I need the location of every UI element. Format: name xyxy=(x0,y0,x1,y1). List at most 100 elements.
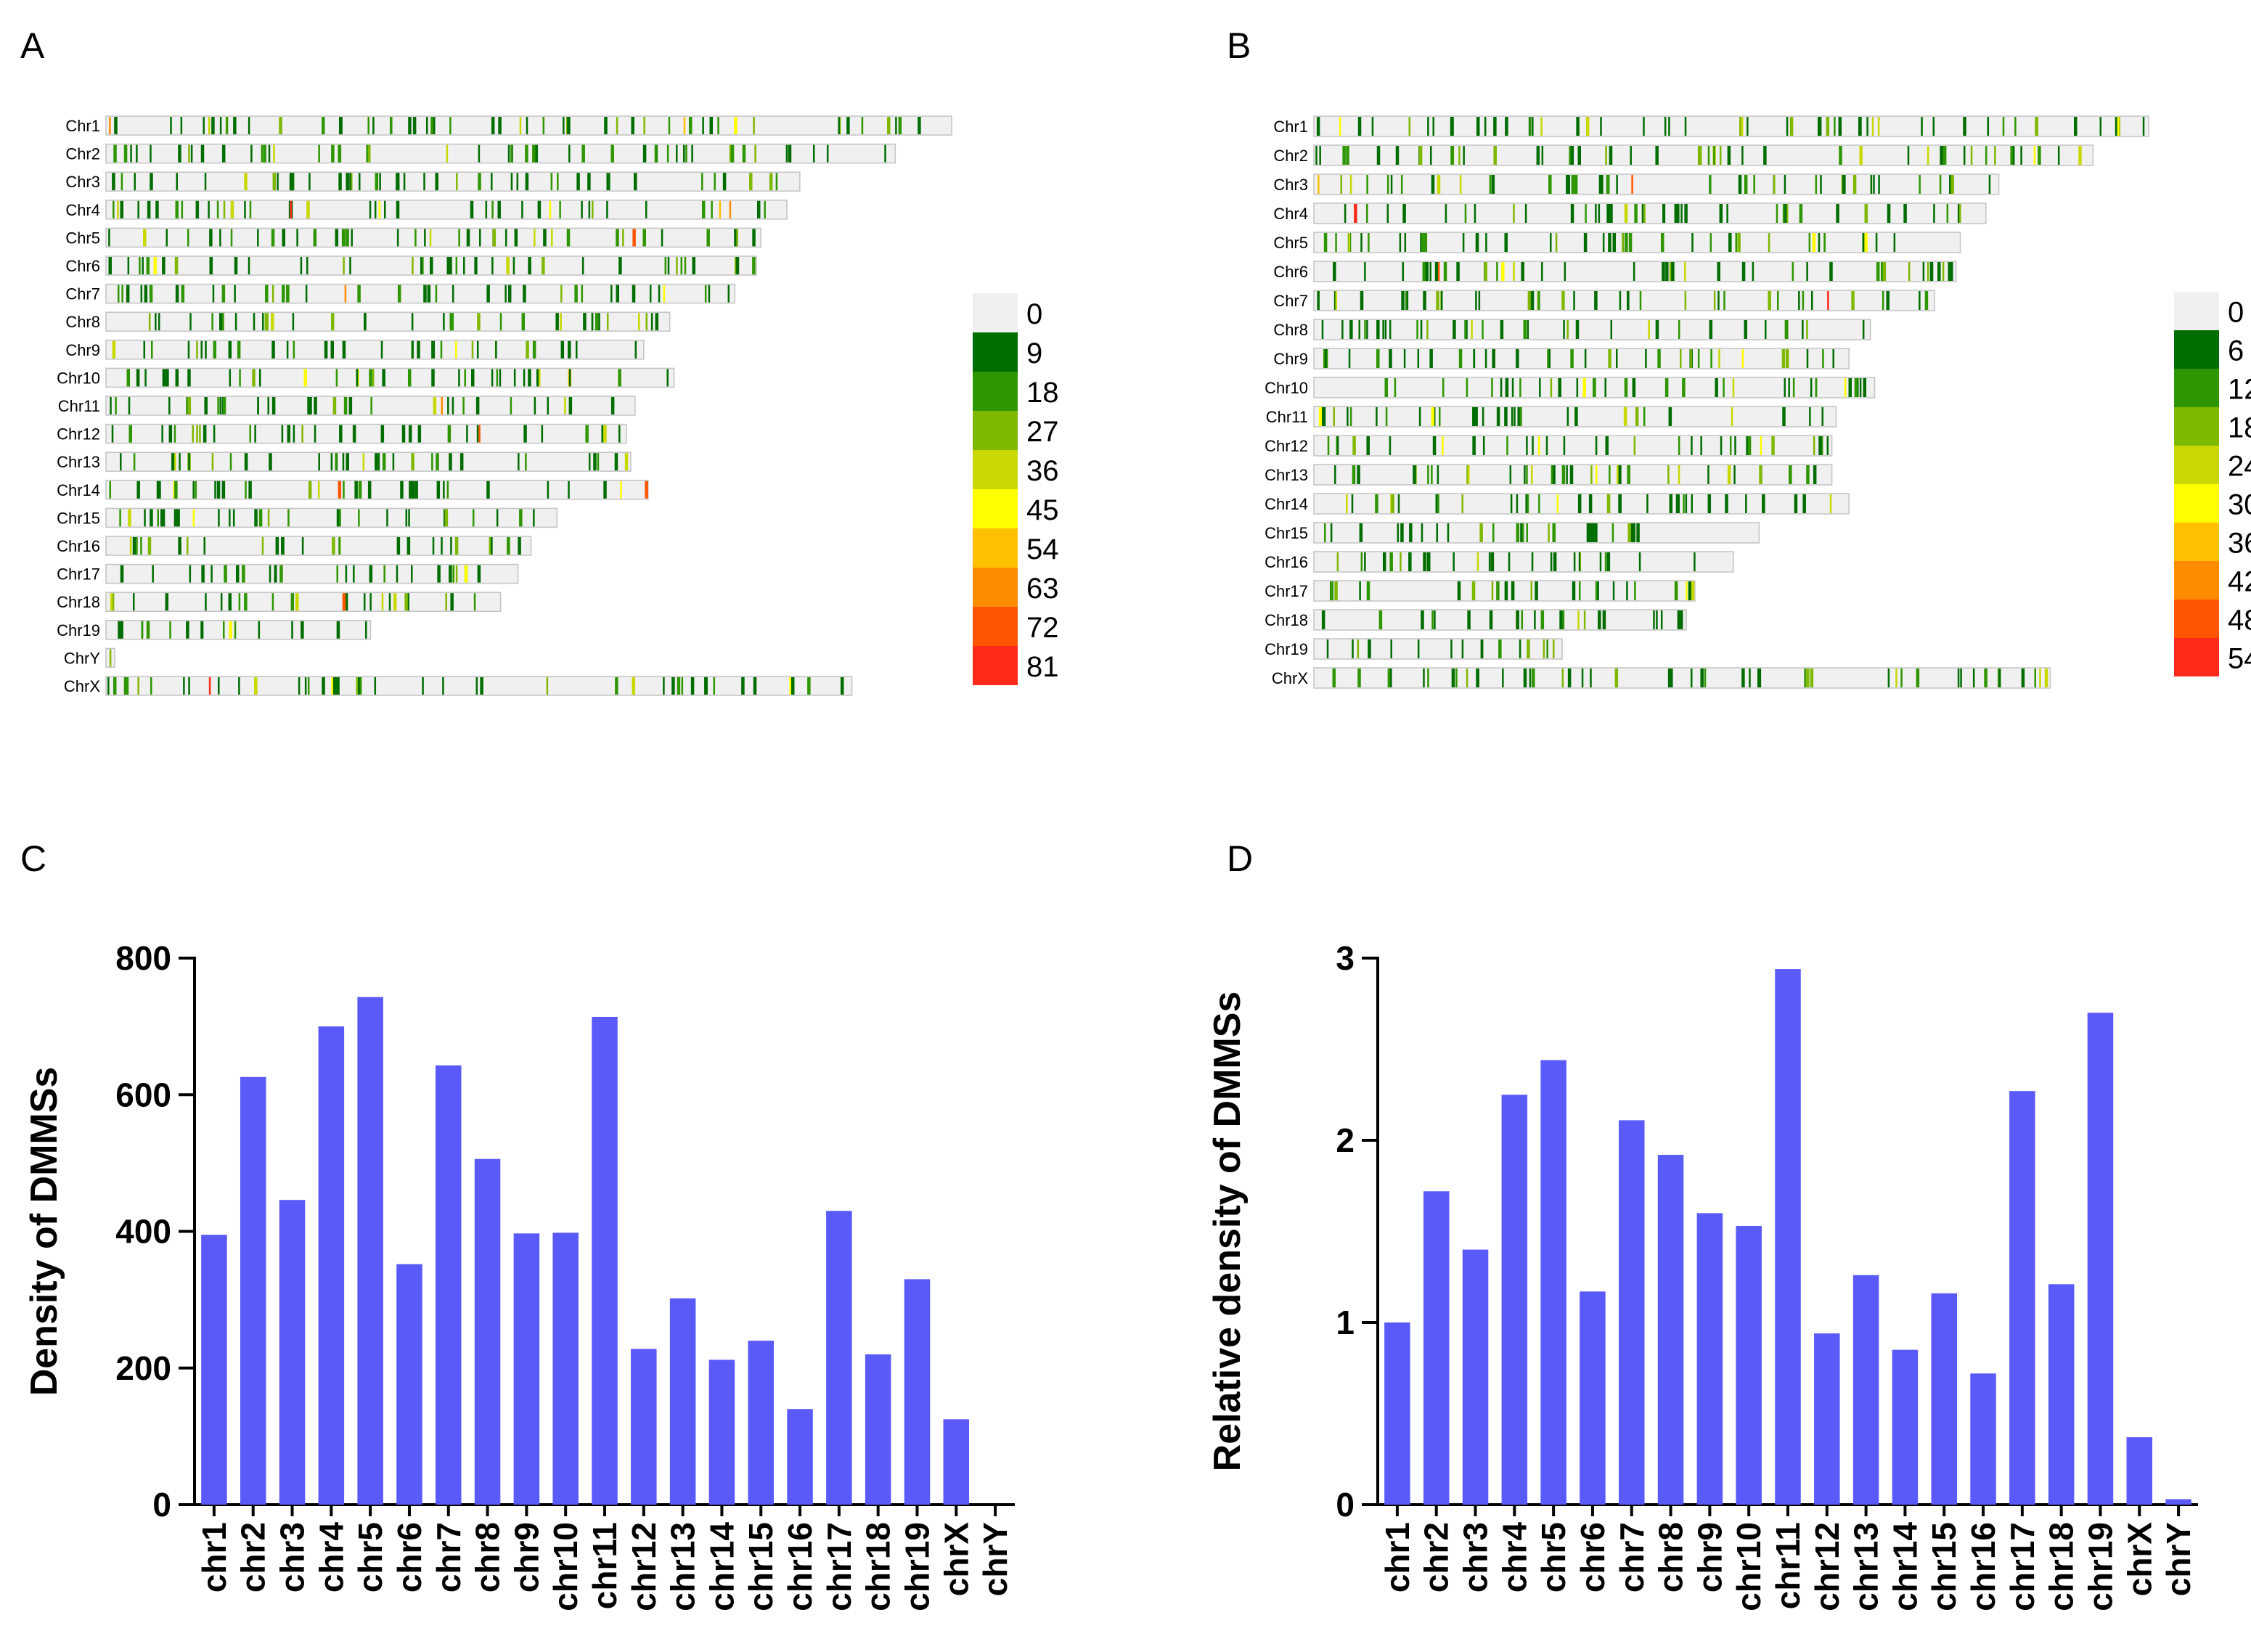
density-mark xyxy=(568,481,570,499)
density-mark xyxy=(1342,146,1346,165)
density-mark xyxy=(120,200,124,218)
density-mark xyxy=(264,313,267,331)
density-mark xyxy=(339,144,342,163)
density-mark xyxy=(150,509,153,527)
legend-label: 36 xyxy=(1026,455,1059,487)
density-mark xyxy=(2142,117,2145,136)
chromosome-bar xyxy=(1313,580,1696,602)
density-mark xyxy=(449,257,452,274)
density-mark xyxy=(158,481,161,499)
density-mark xyxy=(1728,233,1732,252)
legend-label: 0 xyxy=(2228,297,2244,329)
density-mark xyxy=(245,481,247,499)
density-mark xyxy=(1325,349,1328,368)
density-mark xyxy=(188,677,190,695)
density-mark xyxy=(790,677,795,695)
density-mark xyxy=(507,144,510,163)
chromosome-bar xyxy=(105,200,788,220)
density-mark xyxy=(1569,146,1571,165)
density-mark xyxy=(239,369,241,387)
density-mark xyxy=(1717,291,1720,310)
density-mark xyxy=(1870,175,1873,194)
density-mark xyxy=(1468,610,1470,629)
density-mark xyxy=(642,144,647,163)
density-mark xyxy=(450,537,452,555)
density-mark xyxy=(209,257,213,274)
density-mark xyxy=(143,340,146,359)
density-mark xyxy=(345,565,348,583)
density-mark xyxy=(1336,552,1339,571)
legend-swatch xyxy=(2174,484,2219,523)
y-tick-label: 1 xyxy=(1336,1304,1355,1341)
density-mark xyxy=(447,397,449,414)
density-mark xyxy=(150,677,152,695)
density-mark xyxy=(478,173,481,191)
density-mark xyxy=(1608,349,1611,368)
density-mark xyxy=(1788,378,1790,397)
density-mark xyxy=(219,397,221,414)
density-mark xyxy=(459,453,464,471)
density-mark xyxy=(109,481,112,499)
density-mark xyxy=(1924,291,1929,310)
density-mark xyxy=(218,677,220,695)
density-mark xyxy=(1749,668,1751,687)
density-mark xyxy=(1453,552,1455,571)
density-mark xyxy=(1384,320,1387,339)
density-mark xyxy=(1447,523,1450,542)
density-mark xyxy=(1574,175,1578,194)
chromosome-bar xyxy=(1313,435,1833,457)
density-mark xyxy=(543,229,547,247)
density-mark xyxy=(248,481,252,499)
density-mark xyxy=(1616,175,1618,194)
density-mark xyxy=(1399,233,1402,252)
density-mark xyxy=(187,537,189,555)
density-mark xyxy=(666,369,669,387)
density-mark xyxy=(123,144,128,163)
density-mark xyxy=(606,313,609,331)
density-mark xyxy=(1339,117,1341,136)
density-mark xyxy=(1455,668,1458,687)
density-mark xyxy=(704,285,707,303)
density-mark xyxy=(1631,175,1633,194)
density-mark xyxy=(664,257,667,274)
density-mark xyxy=(1862,320,1865,339)
density-mark xyxy=(1493,146,1497,165)
x-tick-label: chrY xyxy=(2160,1522,2197,1596)
density-mark xyxy=(254,509,258,527)
density-mark xyxy=(1903,204,1907,223)
density-mark xyxy=(1949,175,1951,194)
density-mark xyxy=(1500,320,1504,339)
density-mark xyxy=(1420,320,1423,339)
density-mark xyxy=(113,677,117,695)
density-mark xyxy=(249,200,252,218)
density-mark xyxy=(1394,378,1397,397)
x-tick-label: chr10 xyxy=(1730,1522,1768,1611)
x-tick-label: chr6 xyxy=(391,1522,428,1592)
density-mark xyxy=(606,173,608,191)
density-mark xyxy=(692,257,696,274)
density-mark xyxy=(560,313,562,331)
density-mark xyxy=(248,117,250,134)
density-mark xyxy=(1680,349,1682,368)
x-tick-label: chr17 xyxy=(820,1522,858,1611)
density-mark xyxy=(235,565,240,583)
chromosome-label: Chr8 xyxy=(1273,321,1308,339)
density-mark xyxy=(729,200,732,218)
density-mark xyxy=(752,257,756,274)
density-mark xyxy=(1519,639,1521,658)
density-mark xyxy=(372,117,375,134)
density-mark xyxy=(412,117,417,134)
density-mark xyxy=(1505,407,1508,426)
legend-swatch xyxy=(2174,292,2219,330)
density-mark xyxy=(1474,204,1476,223)
density-mark xyxy=(1633,523,1635,542)
density-mark xyxy=(634,340,637,359)
density-mark xyxy=(1532,436,1534,455)
y-axis-title: Relative density of DMMSs xyxy=(1206,991,1249,1472)
x-tick-label: chr16 xyxy=(781,1522,819,1611)
density-mark xyxy=(1346,146,1349,165)
chromosome-label: Chr12 xyxy=(57,425,100,443)
density-mark xyxy=(1809,407,1811,426)
density-mark xyxy=(1434,610,1436,629)
density-mark xyxy=(1590,523,1593,542)
